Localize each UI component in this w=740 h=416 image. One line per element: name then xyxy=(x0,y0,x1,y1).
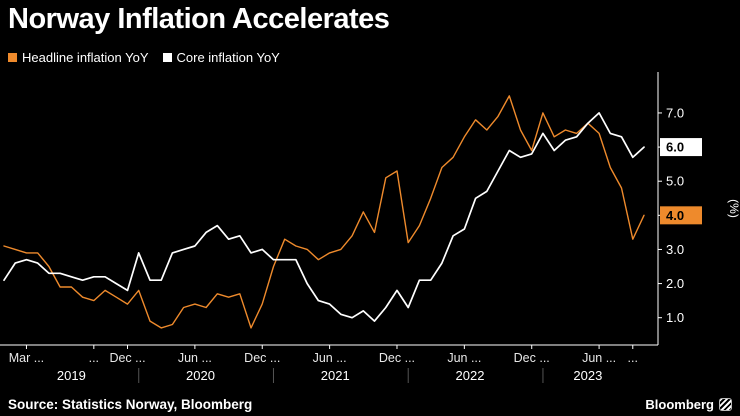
legend-item-headline: Headline inflation YoY xyxy=(8,50,149,65)
footer: Source: Statistics Norway, Bloomberg Blo… xyxy=(0,392,740,416)
year-label: 2022 xyxy=(456,368,485,383)
source-note: Source: Statistics Norway, Bloomberg xyxy=(8,396,253,412)
x-tick-label: Dec ... xyxy=(379,351,415,365)
value-badge xyxy=(660,138,702,157)
y-axis-unit-label: (%) xyxy=(727,199,740,218)
y-tick-label: 2.0 xyxy=(666,276,684,291)
y-tick-label: 7.0 xyxy=(666,105,684,120)
y-tick-label: 5.0 xyxy=(666,174,684,189)
series-line-core xyxy=(3,112,645,322)
x-tick-label: Jun ... xyxy=(447,351,481,365)
legend-label-core: Core inflation YoY xyxy=(176,50,280,65)
y-tick-label: 3.0 xyxy=(666,242,684,257)
x-tick-label: ... xyxy=(628,351,638,365)
bloomberg-logo: Bloomberg xyxy=(645,397,732,412)
bloomberg-logo-text: Bloomberg xyxy=(645,396,714,412)
x-tick-label: Jun ... xyxy=(313,351,347,365)
x-tick-label: Dec ... xyxy=(514,351,550,365)
x-tick-label: Jun ... xyxy=(178,351,212,365)
year-label: 2023 xyxy=(573,368,602,383)
legend-item-core: Core inflation YoY xyxy=(162,50,280,65)
value-badge-label: 4.0 xyxy=(666,208,684,223)
chart-title: Norway Inflation Accelerates xyxy=(8,3,390,35)
x-tick-label: Dec ... xyxy=(109,351,145,365)
x-tick-label: Dec ... xyxy=(244,351,280,365)
core-swatch-icon xyxy=(162,53,172,62)
legend: Headline inflation YoY Core inflation Yo… xyxy=(8,50,280,65)
x-tick-label: ... xyxy=(89,351,99,365)
x-tick-label: Jun ... xyxy=(582,351,616,365)
year-label: 2019 xyxy=(57,368,86,383)
series-line-headline xyxy=(3,95,645,329)
x-tick-label: Mar ... xyxy=(9,351,44,365)
value-badge xyxy=(660,206,702,225)
value-badge-label: 6.0 xyxy=(666,140,684,155)
headline-swatch-icon xyxy=(8,53,17,62)
year-label: 2021 xyxy=(321,368,350,383)
bloomberg-logo-icon xyxy=(719,397,732,411)
year-label: 2020 xyxy=(186,368,215,383)
y-tick-label: 1.0 xyxy=(666,310,684,325)
legend-label-headline: Headline inflation YoY xyxy=(22,50,149,65)
